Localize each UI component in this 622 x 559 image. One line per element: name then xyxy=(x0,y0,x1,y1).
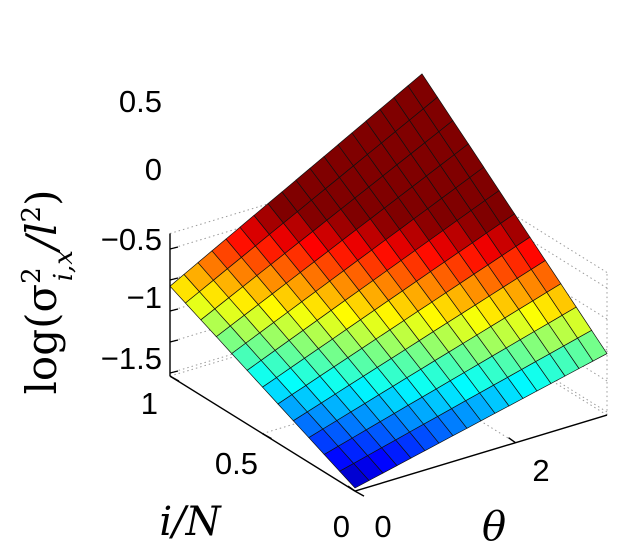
z-tick-label: −1.5 xyxy=(101,341,162,376)
z-tick-label: −1 xyxy=(127,280,162,315)
surface-patch xyxy=(407,73,438,110)
axis-lines xyxy=(169,233,608,497)
z-tick-label: 0 xyxy=(145,152,162,187)
z-tick-mark xyxy=(169,246,179,250)
z-tick-mark xyxy=(169,370,179,374)
x-axis-label: θ xyxy=(482,504,506,550)
x-tick-label: 0 xyxy=(374,509,391,544)
z-axis-label: log(σ2i,x/l2) xyxy=(17,190,79,395)
z-tick-mark xyxy=(169,308,179,312)
x-tick-mark xyxy=(347,485,356,492)
y-tick-label: 0.5 xyxy=(215,446,258,481)
surface xyxy=(169,73,608,489)
z-tick-label: −0.5 xyxy=(101,222,162,257)
y-tick-label: 0 xyxy=(333,509,350,544)
x-axis-line xyxy=(354,414,608,492)
y-tick-mark xyxy=(169,375,180,382)
z-tick-mark xyxy=(169,277,179,281)
x-tick-mark xyxy=(508,437,516,444)
z-tick-label: 0.5 xyxy=(119,84,162,119)
x-tick-label: 2 xyxy=(532,453,549,488)
y-axis-label: i/N xyxy=(159,499,222,545)
y-tick-mark xyxy=(354,490,365,497)
y-tick-mark xyxy=(262,432,272,440)
z-tick-mark xyxy=(169,339,179,343)
y-tick-label: 1 xyxy=(141,386,158,421)
